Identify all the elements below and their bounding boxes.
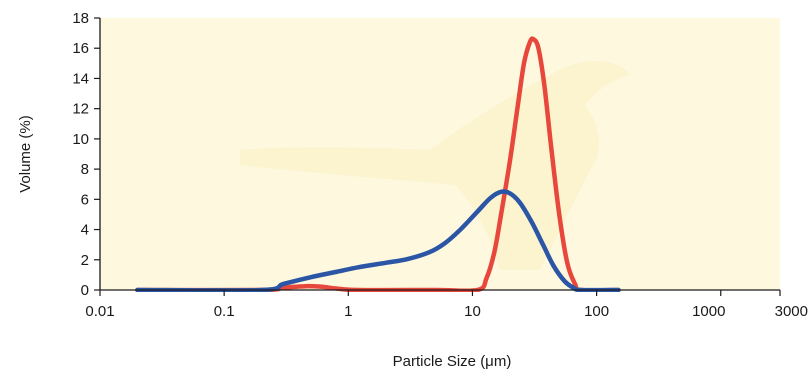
y-tick-label: 10 (72, 131, 89, 148)
y-tick-label: 14 (72, 70, 89, 87)
x-axis-title: Particle Size (μm) (393, 353, 512, 370)
background-watermark (240, 60, 630, 271)
x-tick-label: 0.1 (214, 303, 235, 320)
y-tick-label: 18 (72, 10, 89, 27)
y-tick-label: 4 (81, 222, 89, 239)
series-layer (135, 36, 621, 292)
x-tick-label: 100 (584, 303, 609, 320)
y-tick-label: 6 (81, 191, 89, 208)
y-tick-label: 8 (81, 161, 89, 178)
x-tick-label: 10 (464, 303, 481, 320)
y-tick-label: 16 (72, 40, 89, 57)
y-tick-label: 12 (72, 101, 89, 118)
x-tick-label: 3000 (775, 303, 808, 320)
y-tick-label: 2 (81, 252, 89, 269)
series-line-1 (135, 36, 621, 292)
x-axis-ticks: 0.01 0.1 1 10 100 1000 3000 (85, 290, 808, 320)
y-axis-ticks: 0 2 4 6 8 10 12 14 16 18 (72, 10, 100, 299)
series-line-2 (135, 189, 621, 292)
x-tick-label: 1 (344, 303, 352, 320)
x-tick-label: 0.01 (85, 303, 114, 320)
y-axis-title: Volume (%) (17, 115, 34, 193)
y-tick-label: 0 (81, 282, 89, 299)
x-tick-label: 1000 (692, 303, 725, 320)
